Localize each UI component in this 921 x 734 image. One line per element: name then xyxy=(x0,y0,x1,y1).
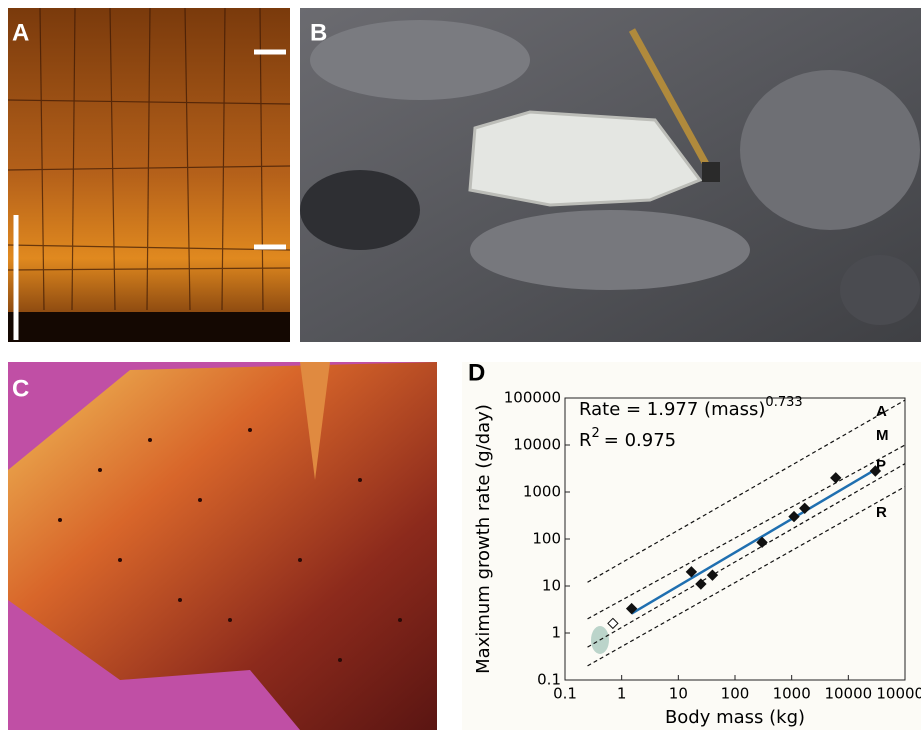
reference-label: R xyxy=(876,504,887,521)
y-tick-label: 100000 xyxy=(504,389,561,407)
panel-label: B xyxy=(310,19,327,46)
photo-a xyxy=(8,8,290,342)
figure: A B C D Body mass (kg) Maximum growth ra… xyxy=(0,0,921,730)
x-tick-label: 100 xyxy=(721,685,750,703)
x-tick-label: 10000 xyxy=(824,685,872,703)
r-symbol: R xyxy=(579,430,592,451)
x-tick-label: 1000 xyxy=(773,685,811,703)
y-tick-label: 10000 xyxy=(513,436,561,454)
panel-label: D xyxy=(468,359,485,386)
y-tick-label: 1000 xyxy=(523,483,561,501)
reference-label: A xyxy=(876,403,887,420)
y-tick-label: 100 xyxy=(532,530,561,548)
y-tick-label: 0.1 xyxy=(537,671,561,689)
y-tick-label: 1 xyxy=(551,624,561,642)
x-tick-label: 1 xyxy=(617,685,627,703)
r-power: 2 xyxy=(592,426,600,441)
reference-label: M xyxy=(876,427,889,444)
equation-text: Rate = 1.977 (mass) xyxy=(579,399,765,420)
y-tick-label: 10 xyxy=(542,577,561,595)
x-tick-label: 100000 xyxy=(876,685,921,703)
panel-label: C xyxy=(12,375,29,402)
x-tick-label: 10 xyxy=(669,685,688,703)
panel-label: A xyxy=(12,19,29,46)
photo-b xyxy=(300,8,921,342)
y-axis-label: Maximum growth rate (g/day) xyxy=(473,404,494,674)
x-axis-label: Body mass (kg) xyxy=(665,707,805,728)
equation-exponent: 0.733 xyxy=(765,395,802,410)
r-value: = 0.975 xyxy=(604,430,676,451)
photo-c xyxy=(8,362,437,730)
